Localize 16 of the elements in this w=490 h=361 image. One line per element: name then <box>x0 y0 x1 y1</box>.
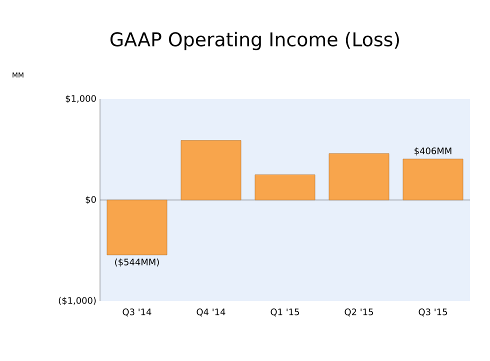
bar <box>180 140 242 200</box>
x-tick-label: Q2 '15 <box>344 308 373 316</box>
x-tick-label: Q3 '14 <box>122 308 152 316</box>
y-tick-label: $1,000 <box>66 94 96 104</box>
bar <box>402 158 464 200</box>
chart-title: GAAP Operating Income (Loss) <box>110 32 399 50</box>
y-tick-label: $0 <box>86 196 96 204</box>
bar <box>106 200 168 256</box>
bar <box>328 153 390 200</box>
data-label: ($544MM) <box>115 258 159 267</box>
x-tick-label: Q4 '14 <box>196 308 226 316</box>
x-tick-label: Q1 '15 <box>270 308 299 316</box>
data-label: $406MM <box>414 147 452 156</box>
bar <box>254 174 316 200</box>
y-tick-label: ($1,000) <box>58 296 96 306</box>
x-tick-label: Q3 '15 <box>418 308 447 316</box>
